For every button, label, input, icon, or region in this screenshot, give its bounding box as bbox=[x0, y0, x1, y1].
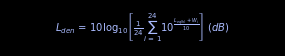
Text: $L_{den} \, = \, 10 \log_{10}\!\left[\frac{1}{24}\sum_{i\,=\,1}^{24} 10^{\frac{L: $L_{den} \, = \, 10 \log_{10}\!\left[\fr… bbox=[55, 12, 230, 44]
